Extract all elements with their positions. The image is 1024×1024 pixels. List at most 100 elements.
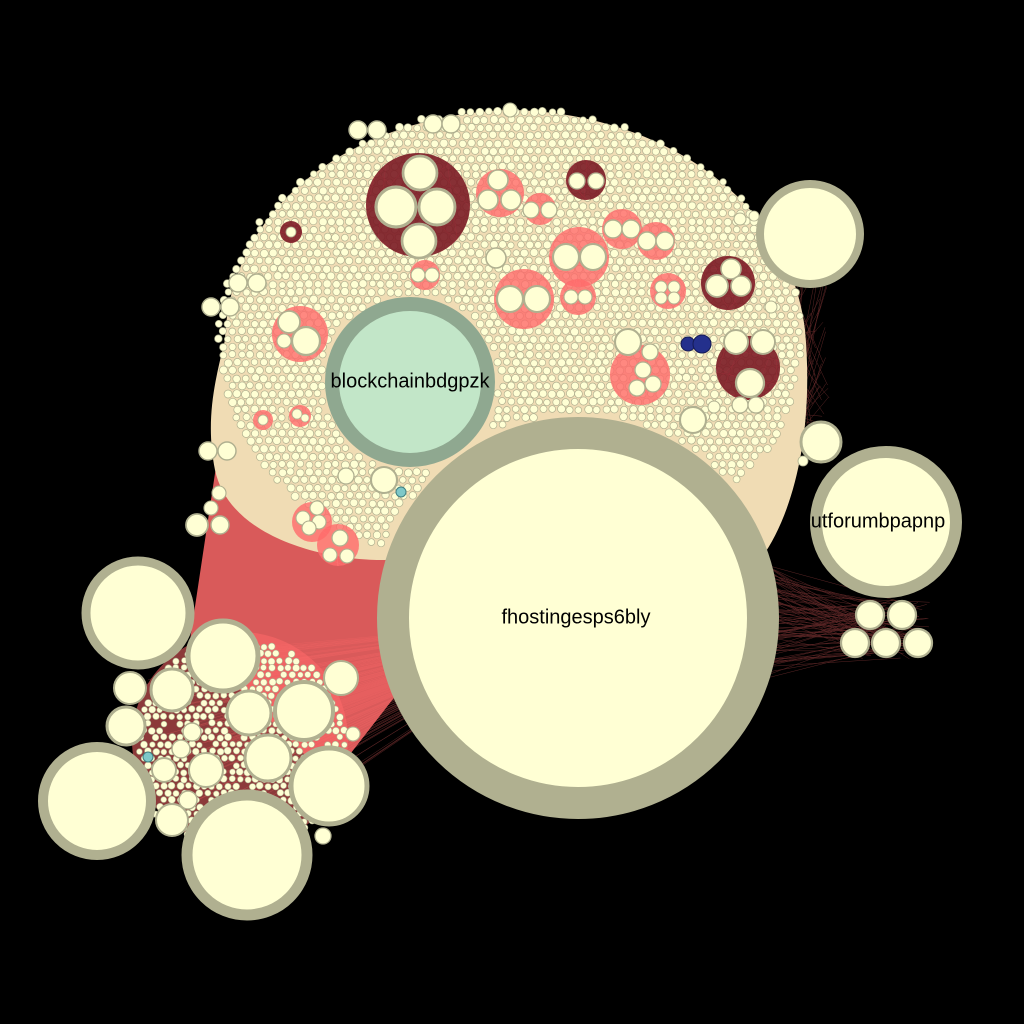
small-node[interactable] [733,202,741,210]
small-node[interactable] [593,123,602,133]
small-node[interactable] [245,295,255,304]
small-node[interactable] [697,365,705,374]
small-node[interactable] [184,713,192,721]
small-node[interactable] [345,147,355,157]
small-node[interactable] [296,428,305,438]
small-node[interactable] [525,382,535,391]
satellite-node[interactable] [201,297,221,317]
small-node[interactable] [701,304,709,313]
small-node[interactable] [260,335,269,344]
small-node[interactable] [551,131,561,140]
small-node[interactable] [319,202,328,211]
small-node[interactable] [160,720,168,728]
small-node[interactable] [332,514,341,523]
small-node[interactable] [664,209,674,219]
small-node[interactable] [655,319,665,328]
small-node[interactable] [607,398,615,407]
small-node[interactable] [673,405,682,414]
small-node[interactable] [647,154,655,163]
cluster-node[interactable] [339,548,355,564]
small-node[interactable] [791,319,799,328]
small-node[interactable] [705,170,714,179]
small-node[interactable] [192,712,201,720]
small-node[interactable] [259,358,268,367]
small-node[interactable] [691,445,700,453]
small-node[interactable] [606,296,615,304]
small-node[interactable] [286,209,295,218]
small-node[interactable] [731,452,740,461]
small-node[interactable] [610,404,619,414]
cluster-node[interactable] [750,329,776,355]
small-node[interactable] [439,138,449,148]
small-node[interactable] [579,327,588,335]
small-node[interactable] [489,147,498,156]
small-node[interactable] [642,202,651,211]
small-node[interactable] [291,295,300,304]
small-node[interactable] [593,281,602,289]
small-node[interactable] [467,279,476,288]
small-node[interactable] [336,241,345,251]
small-node[interactable] [498,240,507,249]
small-node[interactable] [719,320,728,328]
small-node[interactable] [611,318,620,327]
small-node[interactable] [530,233,538,242]
small-node[interactable] [683,209,692,218]
small-node[interactable] [763,279,773,288]
small-node[interactable] [368,249,377,258]
cluster-node[interactable] [374,185,418,229]
small-node[interactable] [785,342,795,351]
small-node[interactable] [607,132,615,140]
small-node[interactable] [268,280,278,290]
small-node[interactable] [493,389,502,398]
small-node[interactable] [696,170,705,179]
small-node[interactable] [349,264,359,274]
small-node[interactable] [646,264,656,274]
small-node[interactable] [696,398,705,407]
small-node[interactable] [516,162,525,171]
small-node[interactable] [476,234,484,242]
small-node[interactable] [223,374,232,383]
small-node[interactable] [403,138,412,147]
small-node[interactable] [354,271,363,280]
small-node[interactable] [208,699,216,707]
small-node[interactable] [674,359,683,368]
small-node[interactable] [706,312,714,320]
small-node[interactable] [381,146,391,156]
small-node[interactable] [593,358,603,368]
small-node[interactable] [359,514,368,523]
small-node[interactable] [503,390,512,398]
small-node[interactable] [291,272,301,281]
small-node[interactable] [683,304,692,312]
small-node[interactable] [435,256,444,266]
satellite-node[interactable] [181,789,313,921]
small-node[interactable] [719,249,727,257]
small-node[interactable] [521,139,530,148]
small-node[interactable] [228,775,236,783]
small-node[interactable] [167,781,176,790]
small-node[interactable] [575,210,585,219]
small-node[interactable] [548,405,556,413]
small-node[interactable] [252,678,260,686]
small-node[interactable] [535,226,543,234]
small-node[interactable] [682,248,691,257]
satellite-node[interactable] [188,752,224,788]
small-node[interactable] [700,209,710,218]
small-node[interactable] [322,279,332,289]
small-node[interactable] [172,657,180,665]
small-node[interactable] [678,171,686,179]
small-node[interactable] [363,522,372,531]
small-node[interactable] [250,249,259,258]
small-node[interactable] [601,194,610,203]
small-node[interactable] [368,155,376,163]
small-node[interactable] [678,241,687,250]
small-node[interactable] [466,108,475,116]
small-node[interactable] [264,296,273,305]
small-node[interactable] [322,468,331,476]
small-node[interactable] [561,115,570,124]
small-node[interactable] [534,342,543,352]
small-node[interactable] [235,767,244,776]
small-node[interactable] [484,124,493,133]
small-node[interactable] [426,147,435,155]
small-node[interactable] [393,288,403,298]
small-node[interactable] [233,334,242,343]
